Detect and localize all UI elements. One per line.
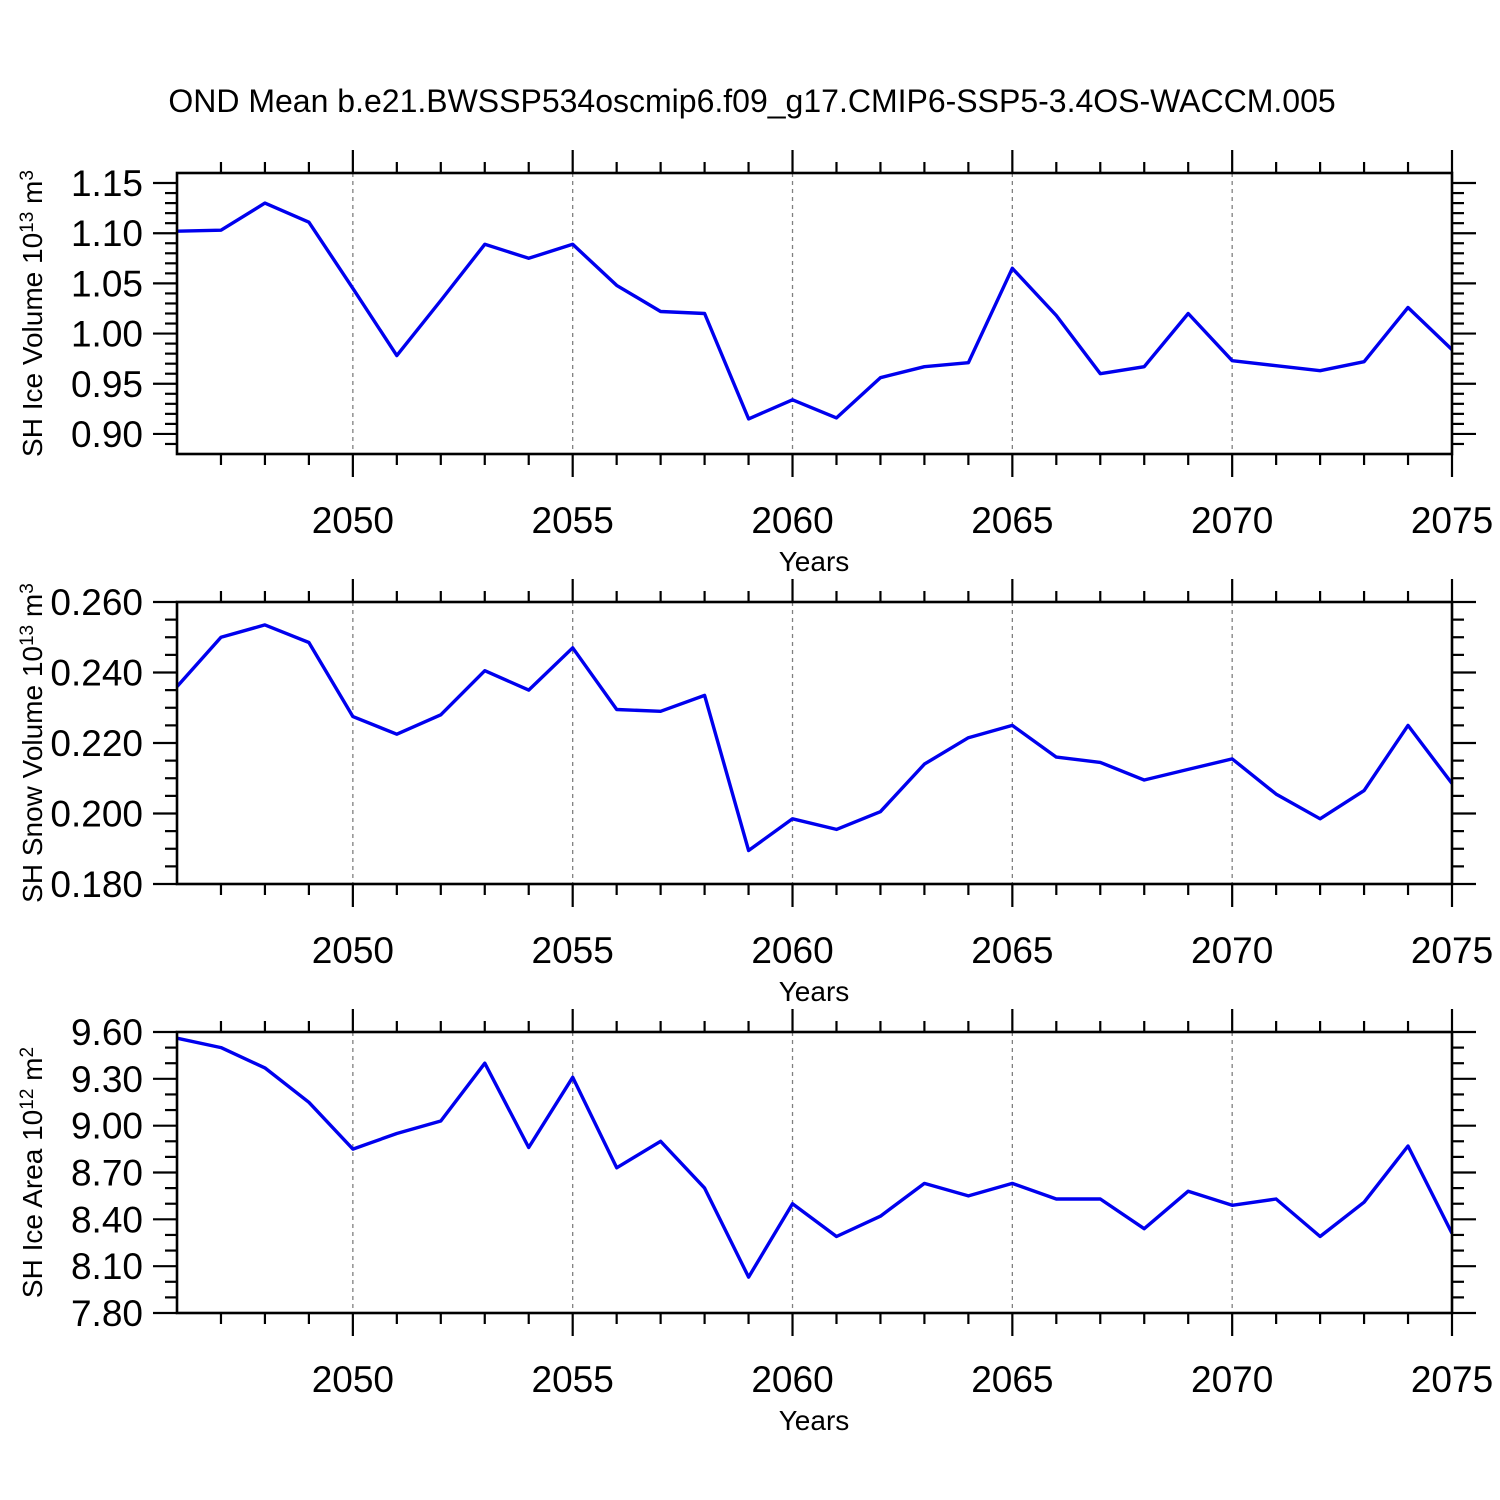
y-tick-label: 8.70 — [71, 1153, 143, 1194]
y-axis-title-sh-ice-area: SH Ice Area 1012 m2 — [17, 1047, 48, 1298]
y-tick-label: 1.15 — [71, 163, 143, 204]
panel-sh-ice-volume: 0.90 0.95 1.00 1.05 1.10 1.15 2050 2055 2060 2065… — [17, 150, 1493, 541]
panel-sh-ice-area: 7.80 8.10 8.40 8.70 9.00 9.30 9.60 2050 2055 2060… — [17, 1009, 1493, 1400]
y-tick-label: 0.200 — [50, 794, 143, 835]
x-tick-label: 2060 — [751, 500, 833, 541]
x-tick-label: 2075 — [1411, 500, 1493, 541]
y-tick-label: 8.10 — [71, 1246, 143, 1287]
y-tick-label: 0.260 — [50, 582, 143, 623]
plot-frame — [175, 600, 1454, 886]
data-line-sh-snow-volume — [175, 623, 1454, 853]
x-tick-label: 2065 — [971, 1359, 1053, 1400]
panel-sh-snow-volume: 0.180 0.200 0.220 0.240 0.260 2050 2055 2060 206… — [17, 579, 1493, 971]
y-tick-label: 8.40 — [71, 1199, 143, 1240]
y-tick-label: 0.220 — [50, 723, 143, 764]
x-tick-label: 2065 — [971, 930, 1053, 971]
x-tick-label: 2060 — [751, 930, 833, 971]
y-tick-label: 9.00 — [71, 1106, 143, 1147]
y-tick-label: 7.80 — [71, 1293, 143, 1334]
y-tick-label: 0.180 — [50, 864, 143, 905]
x-tick-label: 2050 — [312, 1359, 394, 1400]
x-tick-label: 2070 — [1191, 1359, 1273, 1400]
x-tick-label: 2060 — [751, 1359, 833, 1400]
y-tick-label: 0.95 — [71, 364, 143, 405]
panels: 0.90 0.95 1.00 1.05 1.10 1.15 2050 2055 2060 2065… — [17, 150, 1493, 1400]
y-tick-label: 9.60 — [71, 1012, 143, 1053]
figure-title: OND Mean b.e21.BWSSP534oscmip6.f09_g17.C… — [168, 83, 1335, 119]
x-tick-label: 2070 — [1191, 930, 1273, 971]
x-axis-label-panel2: Years — [779, 976, 850, 1007]
y-tick-label: 0.240 — [50, 653, 143, 694]
plot-frame — [175, 1030, 1454, 1315]
y-tick-label: 1.10 — [71, 213, 143, 254]
x-tick-label: 2055 — [532, 930, 614, 971]
x-tick-label: 2075 — [1411, 1359, 1493, 1400]
x-tick-label: 2050 — [312, 500, 394, 541]
y-tick-label: 9.30 — [71, 1059, 143, 1100]
y-axis-title-sh-snow-volume: SH Snow Volume 1013 m3 — [17, 583, 48, 903]
y-axis-title-sh-ice-volume: SH Ice Volume 1013 m3 — [17, 170, 48, 457]
x-axis-label-panel3: Years — [779, 1405, 850, 1436]
x-tick-label: 2075 — [1411, 930, 1493, 971]
x-tick-label: 2055 — [532, 500, 614, 541]
y-tick-label: 1.00 — [71, 314, 143, 355]
x-axis-label-panel1: Years — [779, 546, 850, 577]
y-tick-label: 1.05 — [71, 263, 143, 304]
y-tick-label: 0.90 — [71, 414, 143, 455]
x-tick-label: 2065 — [971, 500, 1053, 541]
data-line-sh-ice-volume — [176, 201, 1454, 421]
x-tick-label: 2055 — [532, 1359, 614, 1400]
x-tick-label: 2070 — [1191, 500, 1273, 541]
x-tick-label: 2050 — [312, 930, 394, 971]
data-line-sh-ice-area — [176, 1036, 1454, 1279]
